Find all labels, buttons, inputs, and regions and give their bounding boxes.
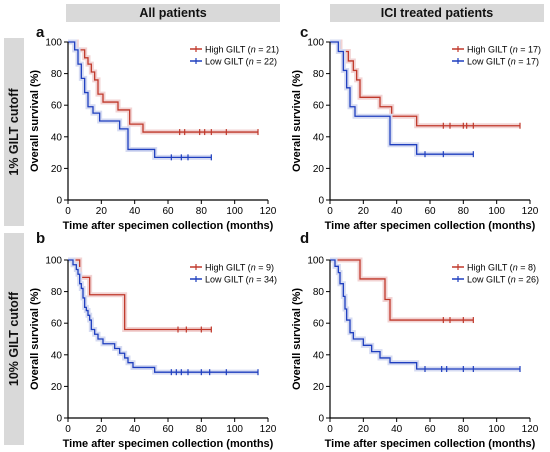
series-high-line: [330, 259, 474, 321]
y-tick-label: 40: [313, 132, 325, 143]
y-tick-label: 20: [51, 164, 63, 175]
x-tick-label: 40: [129, 206, 141, 217]
row-header-10pct-label: 10% GILT cutoff: [7, 291, 21, 387]
y-tick-label: 40: [51, 350, 63, 361]
column-header-all-patients: All patients: [66, 4, 280, 22]
y-tick-label: 60: [51, 319, 63, 330]
x-tick-label: 0: [327, 206, 333, 217]
y-tick-label: 100: [307, 38, 324, 49]
y-tick-label: 40: [313, 350, 325, 361]
panel-letter-b: b: [36, 230, 46, 247]
x-tick-label: 80: [458, 206, 470, 217]
series-high-band: [68, 39, 258, 135]
y-tick-label: 60: [313, 101, 325, 112]
x-axis-label: Time after specimen collection (months): [63, 220, 274, 232]
x-tick-label: 100: [488, 424, 505, 435]
survival-chart-a: 0 20 40 60 80 100 0 20 40 60 80 100 120 Time after sp…: [29, 38, 279, 233]
y-tick-label: 100: [45, 256, 62, 267]
y-tick-label: 20: [313, 382, 325, 393]
legend-entry-high: High GILT (n = 8): [467, 263, 536, 273]
x-tick-label: 60: [162, 206, 174, 217]
legend-entry-low: Low GILT (n = 26): [467, 275, 539, 285]
y-tick-label: 80: [313, 287, 325, 298]
x-tick-label: 40: [391, 424, 403, 435]
series-low-line: [68, 259, 258, 373]
x-tick-label: 20: [96, 206, 108, 217]
y-tick-label: 40: [51, 132, 63, 143]
column-header-ici-treated: ICI treated patients: [330, 4, 544, 22]
legend-entry-high: High GILT (n = 21): [205, 45, 279, 55]
legend-entry-high: High GILT (n = 9): [205, 263, 274, 273]
series-high-line: [68, 259, 212, 331]
series-low-line: [330, 259, 520, 370]
x-tick-label: 100: [226, 206, 243, 217]
panel-letter-c: c: [300, 24, 309, 41]
x-tick-label: 60: [162, 424, 174, 435]
y-tick-label: 100: [307, 256, 324, 267]
legend-entry-low: Low GILT (n = 22): [205, 57, 277, 67]
x-tick-label: 60: [424, 424, 436, 435]
y-axis-label: Overall survival (%): [29, 70, 41, 172]
x-axis-label: Time after specimen collection (months): [325, 438, 536, 450]
survival-chart-b: 0 20 40 60 80 100 0 20 40 60 80 100 120 Time after sp…: [29, 256, 277, 451]
x-tick-label: 100: [488, 206, 505, 217]
row-header-1pct: 1% GILT cutoff: [4, 38, 24, 226]
legend-entry-low: Low GILT (n = 17): [467, 57, 539, 67]
survival-chart-d: 0 20 40 60 80 100 0 20 40 60 80 100 120 Time after sp…: [291, 256, 539, 451]
series-low-line: [68, 41, 212, 158]
y-tick-label: 100: [45, 38, 62, 49]
y-tick-label: 80: [313, 69, 325, 80]
x-tick-label: 20: [96, 424, 108, 435]
y-tick-label: 20: [51, 382, 63, 393]
x-tick-label: 20: [358, 424, 370, 435]
x-tick-label: 60: [424, 206, 436, 217]
y-axis-label: Overall survival (%): [29, 288, 41, 390]
series-high-line: [330, 41, 520, 127]
legend-entry-low: Low GILT (n = 34): [205, 275, 277, 285]
y-tick-label: 60: [313, 319, 325, 330]
x-tick-label: 0: [65, 206, 71, 217]
x-tick-label: 120: [260, 206, 277, 217]
panel-letter-a: a: [36, 24, 45, 41]
survival-chart-c: 0 20 40 60 80 100 0 20 40 60 80 100 120 Time after sp…: [291, 38, 541, 233]
x-tick-label: 0: [65, 424, 71, 435]
legend-entry-high: High GILT (n = 17): [467, 45, 541, 55]
panel-letter-d: d: [300, 230, 310, 247]
y-tick-label: 0: [56, 196, 62, 207]
y-tick-label: 20: [313, 164, 325, 175]
x-tick-label: 80: [196, 206, 208, 217]
y-tick-label: 80: [51, 69, 63, 80]
y-tick-label: 0: [318, 196, 324, 207]
y-tick-label: 0: [56, 414, 62, 425]
x-tick-label: 40: [129, 424, 141, 435]
y-tick-label: 60: [51, 101, 63, 112]
y-axis-label: Overall survival (%): [291, 288, 303, 390]
x-tick-label: 80: [196, 424, 208, 435]
series-high-band: [330, 257, 474, 323]
row-header-10pct: 10% GILT cutoff: [4, 233, 24, 445]
x-tick-label: 120: [260, 424, 277, 435]
y-tick-label: 0: [318, 414, 324, 425]
x-axis-label: Time after specimen collection (months): [63, 438, 274, 450]
x-tick-label: 0: [327, 424, 333, 435]
y-tick-label: 80: [51, 287, 63, 298]
y-axis-label: Overall survival (%): [291, 70, 303, 172]
series-high-band: [330, 39, 520, 129]
x-tick-label: 20: [358, 206, 370, 217]
series-high-line: [68, 41, 258, 133]
x-tick-label: 40: [391, 206, 403, 217]
series-low-line: [330, 41, 474, 155]
x-axis-label: Time after specimen collection (months): [325, 220, 536, 232]
x-tick-label: 100: [226, 424, 243, 435]
x-tick-label: 80: [458, 424, 470, 435]
x-tick-label: 120: [522, 424, 539, 435]
row-header-1pct-label: 1% GILT cutoff: [7, 88, 21, 176]
x-tick-label: 120: [522, 206, 539, 217]
